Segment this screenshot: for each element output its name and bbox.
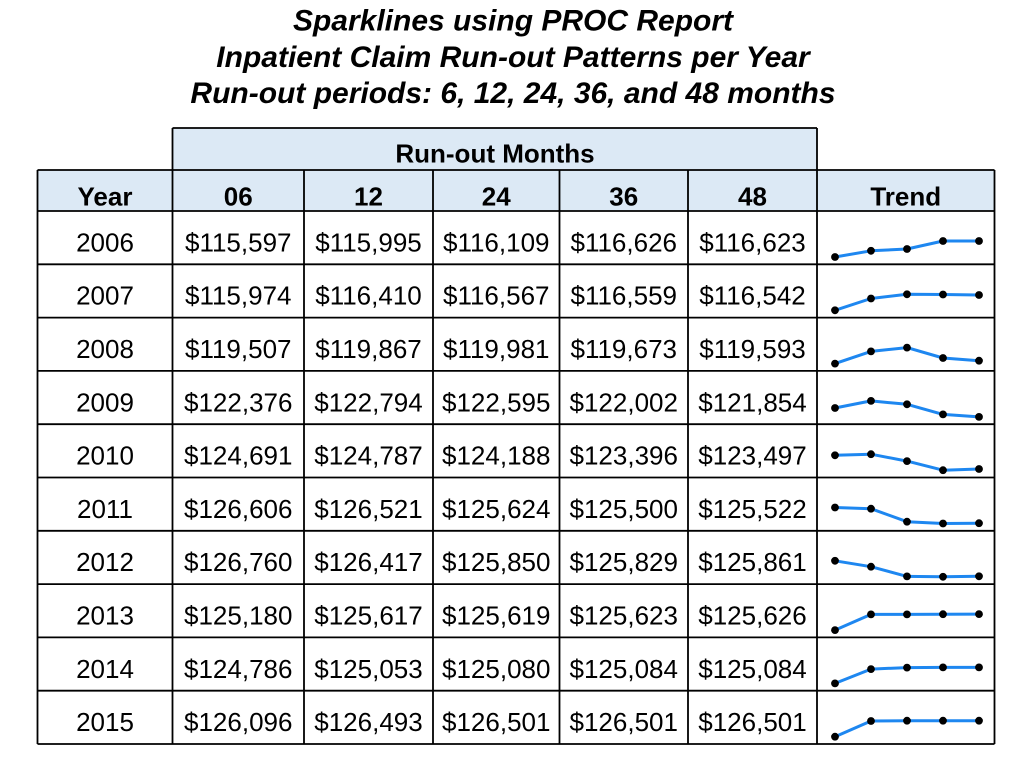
svg-text:$125,084: $125,084 bbox=[698, 654, 806, 684]
svg-text:$126,417: $126,417 bbox=[314, 547, 422, 577]
svg-text:$119,593: $119,593 bbox=[699, 334, 806, 364]
svg-text:$115,995: $115,995 bbox=[315, 227, 422, 257]
svg-text:48: 48 bbox=[738, 181, 767, 211]
svg-text:$115,974: $115,974 bbox=[185, 281, 292, 311]
svg-text:$124,787: $124,787 bbox=[314, 441, 422, 471]
svg-text:2009: 2009 bbox=[76, 387, 134, 417]
svg-text:$116,567: $116,567 bbox=[443, 281, 550, 311]
svg-text:$125,850: $125,850 bbox=[442, 547, 550, 577]
svg-text:$125,084: $125,084 bbox=[570, 654, 678, 684]
svg-text:$119,981: $119,981 bbox=[443, 334, 550, 364]
svg-text:2012: 2012 bbox=[76, 547, 134, 577]
svg-text:12: 12 bbox=[354, 181, 383, 211]
svg-text:$126,501: $126,501 bbox=[442, 707, 550, 737]
svg-text:$116,410: $116,410 bbox=[315, 281, 422, 311]
svg-text:Inpatient Claim Run-out Patter: Inpatient Claim Run-out Patterns per Yea… bbox=[216, 41, 812, 74]
svg-text:$126,521: $126,521 bbox=[314, 494, 422, 524]
svg-text:$124,188: $124,188 bbox=[442, 441, 550, 471]
svg-text:$116,623: $116,623 bbox=[699, 227, 806, 257]
svg-text:$125,053: $125,053 bbox=[314, 654, 422, 684]
svg-text:$123,396: $123,396 bbox=[570, 441, 678, 471]
svg-text:$119,673: $119,673 bbox=[570, 334, 677, 364]
svg-text:24: 24 bbox=[482, 181, 511, 211]
svg-text:Trend: Trend bbox=[870, 181, 941, 211]
svg-text:Sparklines using PROC Report: Sparklines using PROC Report bbox=[293, 5, 735, 38]
svg-text:$125,617: $125,617 bbox=[314, 601, 422, 631]
svg-text:2011: 2011 bbox=[77, 494, 133, 524]
svg-text:$124,691: $124,691 bbox=[184, 441, 292, 471]
svg-text:$122,376: $122,376 bbox=[184, 387, 292, 417]
svg-text:$125,180: $125,180 bbox=[184, 601, 292, 631]
svg-text:$122,794: $122,794 bbox=[314, 387, 422, 417]
svg-text:$126,501: $126,501 bbox=[698, 707, 806, 737]
svg-text:06: 06 bbox=[224, 181, 253, 211]
svg-text:2007: 2007 bbox=[76, 281, 134, 311]
svg-text:36: 36 bbox=[609, 181, 638, 211]
svg-text:$126,096: $126,096 bbox=[184, 707, 292, 737]
svg-text:$125,624: $125,624 bbox=[442, 494, 550, 524]
svg-text:$125,623: $125,623 bbox=[570, 601, 678, 631]
svg-text:2014: 2014 bbox=[76, 654, 134, 684]
svg-text:$126,493: $126,493 bbox=[314, 707, 422, 737]
svg-text:$125,861: $125,861 bbox=[698, 547, 806, 577]
svg-text:$125,626: $125,626 bbox=[698, 601, 806, 631]
svg-text:$116,109: $116,109 bbox=[443, 227, 550, 257]
svg-text:$116,626: $116,626 bbox=[570, 227, 677, 257]
svg-text:$122,002: $122,002 bbox=[570, 387, 678, 417]
svg-text:Run-out Months: Run-out Months bbox=[395, 139, 594, 169]
svg-text:$115,597: $115,597 bbox=[185, 227, 292, 257]
svg-text:2015: 2015 bbox=[76, 707, 134, 737]
svg-text:$119,507: $119,507 bbox=[185, 334, 292, 364]
svg-text:$123,497: $123,497 bbox=[698, 441, 806, 471]
svg-text:$126,606: $126,606 bbox=[184, 494, 292, 524]
svg-text:$125,522: $125,522 bbox=[698, 494, 806, 524]
svg-text:$116,559: $116,559 bbox=[570, 281, 677, 311]
svg-text:2008: 2008 bbox=[76, 334, 134, 364]
svg-text:$125,619: $125,619 bbox=[442, 601, 550, 631]
svg-text:2013: 2013 bbox=[76, 601, 134, 631]
svg-text:$116,542: $116,542 bbox=[699, 281, 806, 311]
svg-text:Run-out periods: 6, 12, 24, 36: Run-out periods: 6, 12, 24, 36, and 48 m… bbox=[190, 77, 835, 110]
svg-text:$125,500: $125,500 bbox=[570, 494, 678, 524]
svg-text:$121,854: $121,854 bbox=[698, 387, 806, 417]
svg-text:Year: Year bbox=[78, 181, 133, 211]
svg-text:$125,080: $125,080 bbox=[442, 654, 550, 684]
svg-text:2010: 2010 bbox=[76, 441, 134, 471]
svg-text:$124,786: $124,786 bbox=[184, 654, 292, 684]
svg-text:$122,595: $122,595 bbox=[442, 387, 550, 417]
svg-text:$125,829: $125,829 bbox=[570, 547, 678, 577]
svg-text:$119,867: $119,867 bbox=[315, 334, 422, 364]
svg-text:2006: 2006 bbox=[76, 227, 134, 257]
svg-text:$126,760: $126,760 bbox=[184, 547, 292, 577]
svg-text:$126,501: $126,501 bbox=[570, 707, 678, 737]
